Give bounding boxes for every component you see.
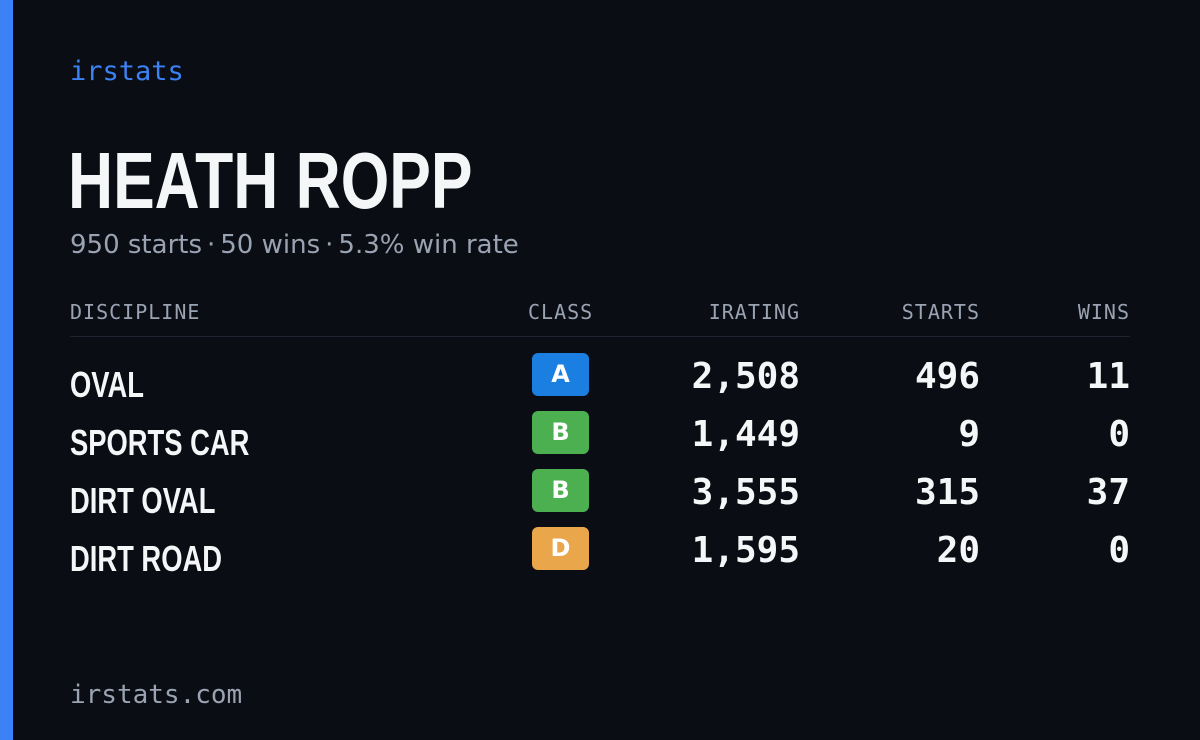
irating-value: 3,555 xyxy=(691,472,800,513)
wins-summary: 50 wins xyxy=(220,230,321,260)
summary-separator: · xyxy=(325,230,334,260)
column-header-wins: WINS xyxy=(1077,300,1130,324)
brand-logo-text: irstats xyxy=(70,56,184,87)
column-header-starts: STARTS xyxy=(901,300,980,324)
stats-table: DISCIPLINE CLASS IRATING STARTS WINS OVA… xyxy=(70,298,1130,585)
discipline-label: DIRT OVAL xyxy=(70,480,216,521)
table-row: OVAL A 2,508 496 11 xyxy=(70,353,1130,411)
table-header: DISCIPLINE CLASS IRATING STARTS WINS xyxy=(70,298,1130,337)
column-header-irating: IRATING xyxy=(708,300,800,324)
driver-summary: 950 starts · 50 wins · 5.3% win rate xyxy=(70,228,519,262)
discipline-label: DIRT ROAD xyxy=(70,538,222,579)
irating-value: 2,508 xyxy=(691,356,800,397)
class-badge: B xyxy=(532,469,589,512)
summary-separator: · xyxy=(207,230,216,260)
footer-url: irstats.com xyxy=(70,680,243,710)
starts-value: 496 xyxy=(914,356,980,397)
wins-value: 0 xyxy=(1108,414,1130,455)
accent-bar xyxy=(0,0,13,740)
table-body: OVAL A 2,508 496 11 SPORTS CAR B 1,449 9… xyxy=(70,337,1130,585)
discipline-label: SPORTS CAR xyxy=(70,422,250,463)
starts-summary: 950 starts xyxy=(70,230,202,260)
irating-value: 1,449 xyxy=(691,414,800,455)
class-badge: B xyxy=(532,411,589,454)
table-row: DIRT OVAL B 3,555 315 37 xyxy=(70,469,1130,527)
wins-value: 11 xyxy=(1086,356,1130,397)
irating-value: 1,595 xyxy=(691,530,800,571)
class-badge: A xyxy=(532,353,589,396)
driver-name: HEATH ROPP xyxy=(68,136,473,225)
class-badge: D xyxy=(532,527,589,570)
starts-value: 315 xyxy=(914,472,980,513)
win-rate-summary: 5.3% win rate xyxy=(338,230,519,260)
starts-value: 9 xyxy=(958,414,980,455)
starts-value: 20 xyxy=(936,530,980,571)
discipline-label: OVAL xyxy=(70,364,144,405)
column-header-discipline: DISCIPLINE xyxy=(70,300,201,324)
table-row: DIRT ROAD D 1,595 20 0 xyxy=(70,527,1130,585)
wins-value: 37 xyxy=(1086,472,1130,513)
table-row: SPORTS CAR B 1,449 9 0 xyxy=(70,411,1130,469)
column-header-class: CLASS xyxy=(528,300,594,324)
wins-value: 0 xyxy=(1108,530,1130,571)
